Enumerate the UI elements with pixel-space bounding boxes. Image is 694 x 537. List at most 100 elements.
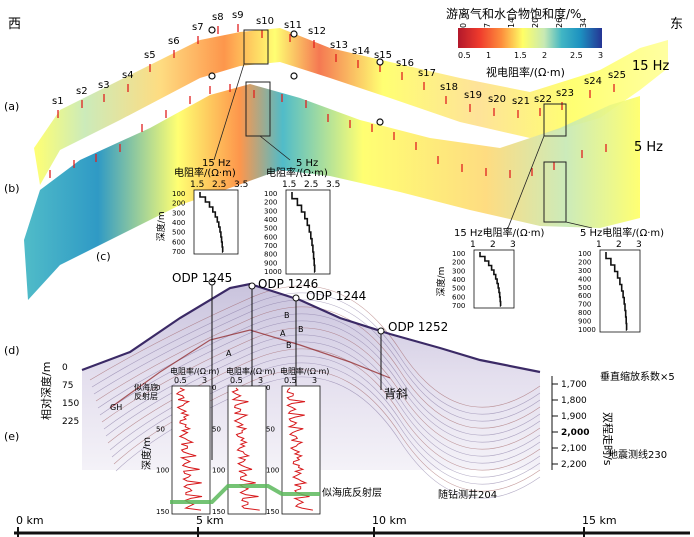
inset-c-ytick: 500 xyxy=(264,225,277,233)
inset-e-ytick: 100 xyxy=(156,467,169,475)
freq-15hz-label: 15 Hz xyxy=(632,59,669,74)
station-label: s21 xyxy=(512,96,530,107)
station-label: s4 xyxy=(122,70,134,81)
inset-e-title: 电阻率/(Ω·m) xyxy=(170,366,219,376)
station-label: s12 xyxy=(308,26,326,37)
station-label: s10 xyxy=(256,16,274,27)
inset-c-ytick: 100 xyxy=(264,190,277,198)
station-label: s16 xyxy=(396,58,414,69)
station-label: s20 xyxy=(488,94,506,105)
inset-c-xtick: 3 xyxy=(636,240,642,250)
station-label: s18 xyxy=(440,82,458,93)
legend-tick-top: 0 xyxy=(459,23,468,28)
inset-c-frame xyxy=(473,249,515,309)
right-axis-ticks: 1,700 1,800 1,900 2,000 2,100 2,200 xyxy=(552,380,589,470)
borehole-marker xyxy=(376,58,384,66)
gh-label: GH xyxy=(110,403,122,412)
bsr-inset-label: 似海底反射层 xyxy=(322,486,382,499)
inset-e-xtick: 3 xyxy=(202,376,207,385)
inset-e-ytick: 50 xyxy=(212,425,221,433)
right-axis-tick: 1,900 xyxy=(561,412,587,422)
station-label: s5 xyxy=(144,50,156,61)
inset-c-ytick: 1000 xyxy=(578,326,596,334)
insets-c: 15 Hz电阻率/(Ω·m)1.5 2.5 3.510020030040050060… xyxy=(155,158,664,334)
inset-c-ylabel: 深度/m xyxy=(155,211,167,241)
left-axis-tick: 150 xyxy=(62,399,79,409)
station-label: s19 xyxy=(464,90,482,101)
legend-tick-top: 20 xyxy=(531,18,540,28)
bsr-trace xyxy=(170,484,320,504)
legend-tick-top: 7 xyxy=(483,23,492,28)
horizon-label-a2: A xyxy=(280,329,286,338)
inset-c-frame xyxy=(285,189,331,275)
inset-c-ytick: 100 xyxy=(578,250,591,258)
station-label: s11 xyxy=(284,20,302,31)
inset-c-ytick: 200 xyxy=(452,259,465,267)
inset-c-freq: 5 Hz xyxy=(296,158,318,169)
legend-colorbar xyxy=(458,28,602,48)
inset-e-title: 电阻率/(Ω·m) xyxy=(280,366,329,376)
odp-1244-label: ODP 1244 xyxy=(306,289,366,303)
borehole-marker xyxy=(208,72,216,80)
legend-tick-bottom: 0.5 xyxy=(458,51,471,60)
inset-c-ytick: 900 xyxy=(578,318,591,326)
inset-c-frame xyxy=(599,249,641,333)
station-label: s24 xyxy=(584,76,602,87)
scale-ticks: 0 km 5 km 10 km 15 km xyxy=(16,514,617,537)
horizon-label-b3: B xyxy=(298,325,304,334)
inset-e-ylabel: 深度/m xyxy=(140,437,153,470)
inset-c-ytick: 600 xyxy=(172,238,185,246)
inset-c-curve xyxy=(479,252,502,307)
odp-1245-label: ODP 1245 xyxy=(172,271,232,285)
inset-e-ytick: 50 xyxy=(266,425,275,433)
zoom-box-s22-5hz xyxy=(543,161,567,223)
legend-tick-bottom: 3 xyxy=(598,51,603,60)
inset-e-ytick: 0 xyxy=(266,384,270,392)
left-axis-ticks: 0 75 150 225 xyxy=(62,363,79,427)
seismic-line-label: 地震测线230 xyxy=(608,448,667,461)
zoom-box-s10-5hz xyxy=(245,81,271,137)
profile-band-5hz xyxy=(24,84,640,300)
seismic-reflectors xyxy=(89,285,541,499)
leader-2 xyxy=(259,135,291,161)
inset-c-ytick: 100 xyxy=(172,190,185,198)
station-label: s2 xyxy=(76,86,88,97)
zoom-box-s10-15hz xyxy=(243,29,269,65)
inset-c-ytick: 700 xyxy=(452,302,465,310)
inset-c-ytick: 400 xyxy=(172,219,185,227)
legend-title: 游离气和水合物饱和度/% xyxy=(446,6,581,21)
inset-e-xtick: 0.5 xyxy=(230,376,243,385)
inset-e-ytick: 0 xyxy=(156,384,160,392)
inset-c-ytick: 200 xyxy=(264,199,277,207)
inset-e-ytick: 150 xyxy=(266,508,279,516)
station-label: s8 xyxy=(212,12,224,23)
right-axis-label: 双程走时/s xyxy=(601,412,614,466)
inset-c-ytick: 700 xyxy=(172,248,185,256)
inset-c-title: 5 Hz电阻率/(Ω·m) xyxy=(580,226,664,239)
inset-c-title: 电阻率/(Ω·m) xyxy=(266,166,328,179)
inset-e-title: 电阻率/(Ω·m) xyxy=(226,366,275,376)
legend-tick-bottom: 1.5 xyxy=(514,51,527,60)
inset-c-ytick: 400 xyxy=(452,276,465,284)
legend-ticks: 0 7 14 20 26 34 0.5 1 1.5 2 2.5 3 xyxy=(458,18,603,60)
legend-tick-top: 34 xyxy=(579,18,588,28)
scale-tick-label: 0 km xyxy=(16,514,44,527)
inset-c-ytick: 200 xyxy=(578,258,591,266)
inset-c-ytick: 400 xyxy=(264,216,277,224)
inset-c-xtick: 3.5 xyxy=(234,180,248,190)
leader-4 xyxy=(565,221,593,229)
station-label: s23 xyxy=(556,88,574,99)
inset-c-xtick: 2.5 xyxy=(212,180,226,190)
station-label: s7 xyxy=(192,22,204,33)
station-label: s14 xyxy=(352,46,370,57)
inset-c-ytick: 700 xyxy=(578,301,591,309)
inset-c-ylabel: 深度/m xyxy=(435,267,447,297)
inset-c-xtick: 1 xyxy=(470,240,476,250)
inset-e-xtick: 3 xyxy=(312,376,317,385)
inset-c-ytick: 600 xyxy=(264,233,277,241)
inset-c-ytick: 600 xyxy=(452,293,465,301)
inset-c-xtick: 2 xyxy=(616,240,622,250)
station-label: s9 xyxy=(232,10,244,21)
